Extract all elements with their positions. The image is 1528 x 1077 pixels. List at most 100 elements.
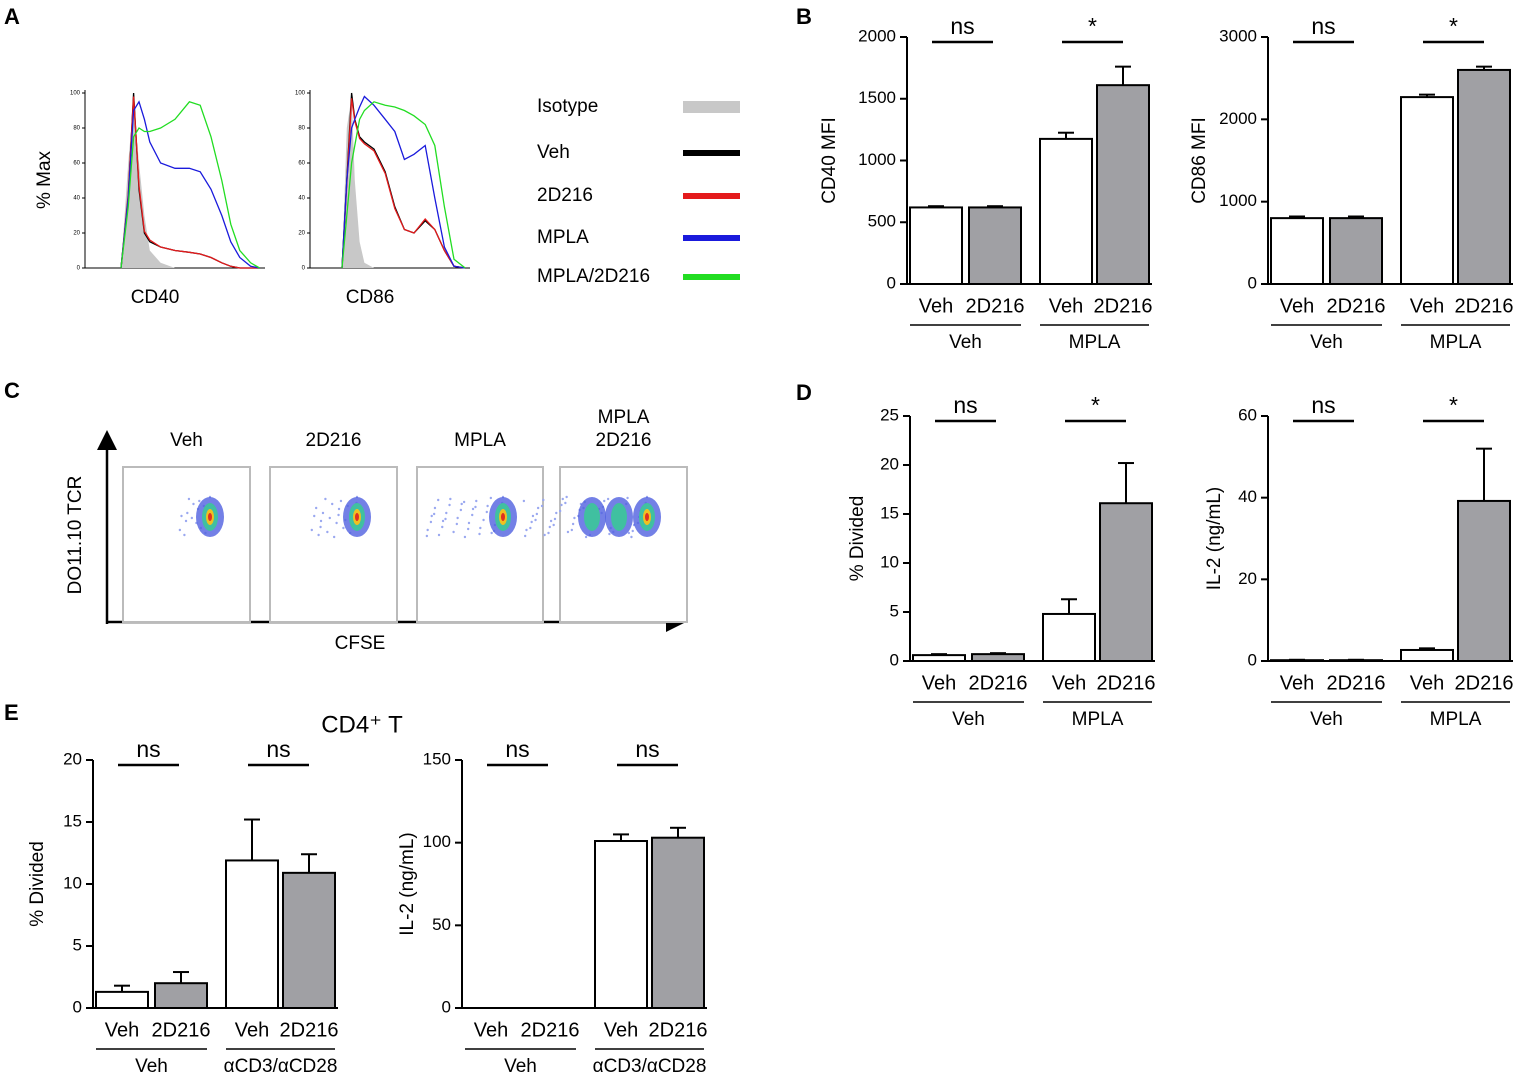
density-dot: [608, 532, 611, 536]
bar: [651, 836, 705, 1009]
x-tick-label: Veh: [1410, 672, 1444, 694]
y-tick-label: 5: [890, 601, 899, 620]
plot-title: Veh: [170, 430, 203, 451]
density-dot: [319, 525, 322, 529]
density-dot: [198, 499, 201, 503]
y-tick-label: 3000: [1219, 26, 1257, 45]
density-dot: [313, 514, 316, 518]
density-blob: [611, 503, 627, 531]
group-label: Veh: [504, 1056, 537, 1077]
density-dot: [314, 506, 318, 510]
y-tick-label: 0: [1248, 273, 1257, 292]
y-tick-label: 100: [70, 91, 81, 97]
density-dot: [339, 499, 343, 503]
y-tick-label: 0: [302, 266, 306, 272]
bar: [1457, 499, 1511, 662]
x-tick-label: Veh: [1410, 295, 1444, 317]
bar: [1270, 659, 1324, 663]
x-axis-label: CFSE: [335, 633, 386, 654]
density-dot: [627, 531, 631, 535]
x-tick-label: 2D216: [1097, 672, 1156, 694]
x-tick-label: 2D216: [1094, 295, 1153, 317]
legend-label: MPLA/2D216: [537, 266, 650, 287]
density-dot: [441, 519, 445, 523]
x-tick-label: 2D216: [1327, 295, 1386, 317]
x-tick-label: Veh: [474, 1019, 508, 1041]
density-dot: [178, 528, 182, 532]
density-dot: [523, 534, 527, 538]
bar: [1329, 659, 1383, 663]
y-axis-label: % Divided: [847, 496, 868, 582]
y-tick-label: 2000: [858, 26, 896, 45]
density-dot: [535, 512, 539, 516]
x-tick-label: Veh: [235, 1019, 269, 1041]
density-dot: [342, 526, 345, 530]
plot-title: 2D216: [306, 430, 362, 451]
density-dot: [522, 499, 526, 503]
density-dot: [180, 514, 183, 518]
bar: [1270, 217, 1324, 285]
density-dot: [331, 502, 334, 506]
y-tick-label: 0: [890, 650, 899, 669]
y-tick-label: 50: [432, 915, 451, 934]
density-dot: [542, 498, 545, 502]
bar: [1096, 84, 1150, 286]
y-tick-label: 15: [880, 503, 899, 522]
density-dot: [459, 508, 463, 512]
density-dot: [183, 533, 186, 537]
density-dot: [184, 519, 188, 523]
density-dot: [455, 522, 459, 526]
density-dot: [425, 534, 429, 538]
x-tick-label: 2D216: [152, 1019, 211, 1041]
group-label: MPLA: [1430, 332, 1482, 353]
annotation: ns: [505, 736, 529, 762]
density-dot: [324, 497, 327, 501]
density-dot: [186, 511, 189, 515]
density-dot: [466, 527, 470, 531]
annotation: *: [1449, 13, 1458, 39]
panel-letter: A: [4, 4, 20, 29]
density-dot: [525, 528, 528, 532]
legend-label: Veh: [537, 142, 570, 163]
y-tick-label: 80: [298, 126, 305, 132]
density-dot: [474, 505, 477, 509]
density-blob: [355, 513, 359, 521]
density-dot: [565, 495, 568, 499]
density-dot: [463, 535, 467, 539]
density-dot: [530, 520, 533, 524]
y-tick-label: 25: [880, 405, 899, 424]
y-tick-label: 100: [295, 91, 306, 97]
x-tick-label: 2D216: [649, 1019, 708, 1041]
density-dot: [553, 517, 557, 521]
x-tick-label: Veh: [105, 1019, 139, 1041]
bar: [1400, 648, 1454, 662]
density-blob: [208, 513, 212, 521]
x-axis-label: CD40: [131, 287, 180, 308]
annotation: ns: [266, 736, 290, 762]
density-dot: [573, 516, 576, 520]
density-dot: [444, 517, 447, 521]
y-tick-label: 20: [73, 231, 80, 237]
plot-title: MPLA: [598, 407, 650, 428]
y-tick-label: 0: [442, 997, 451, 1016]
y-tick-label: 500: [868, 212, 896, 231]
annotation: ns: [1311, 13, 1335, 39]
density-dot: [460, 502, 463, 506]
density-dot: [564, 501, 567, 505]
plot-frame: [122, 466, 251, 623]
y-tick-label: 40: [1238, 487, 1257, 506]
x-tick-label: Veh: [604, 1019, 638, 1041]
density-dot: [437, 498, 440, 502]
density-dot: [479, 526, 482, 530]
y-tick-label: 0: [887, 273, 896, 292]
density-dot: [489, 496, 493, 500]
x-tick-label: Veh: [1280, 295, 1314, 317]
annotation: ns: [953, 392, 977, 418]
density-dot: [187, 497, 191, 501]
plot-title: 2D216: [596, 430, 652, 451]
y-tick-label: 60: [298, 161, 305, 167]
density-dot: [337, 513, 340, 517]
density-dot: [478, 532, 481, 536]
density-dot: [328, 516, 331, 520]
